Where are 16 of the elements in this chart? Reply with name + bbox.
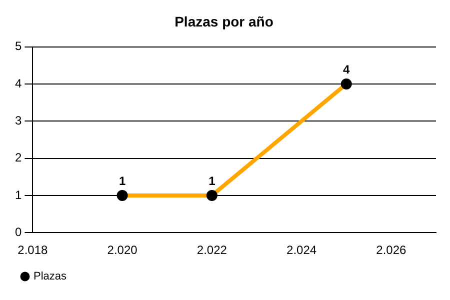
x-tick-label: 2.026 — [376, 243, 407, 258]
x-tick-label: 2.018 — [18, 243, 48, 258]
legend-label: Plazas — [34, 270, 68, 283]
y-tick-label: 4 — [14, 76, 22, 90]
data-label: 1 — [118, 174, 126, 188]
data-label: 4 — [343, 62, 350, 76]
chart-title: Plazas por año — [174, 13, 274, 30]
y-tick-label: 5 — [14, 39, 22, 54]
x-tick-label: 2.022 — [196, 243, 228, 258]
x-tick-label: 2.020 — [107, 243, 138, 258]
y-tick-label: 2 — [14, 150, 22, 165]
y-tick-label: 3 — [14, 113, 22, 128]
x-tick-label: 2.024 — [286, 243, 317, 258]
y-tick-label: 1 — [14, 188, 22, 202]
data-label: 1 — [208, 174, 216, 188]
y-tick-label: 0 — [14, 224, 22, 239]
